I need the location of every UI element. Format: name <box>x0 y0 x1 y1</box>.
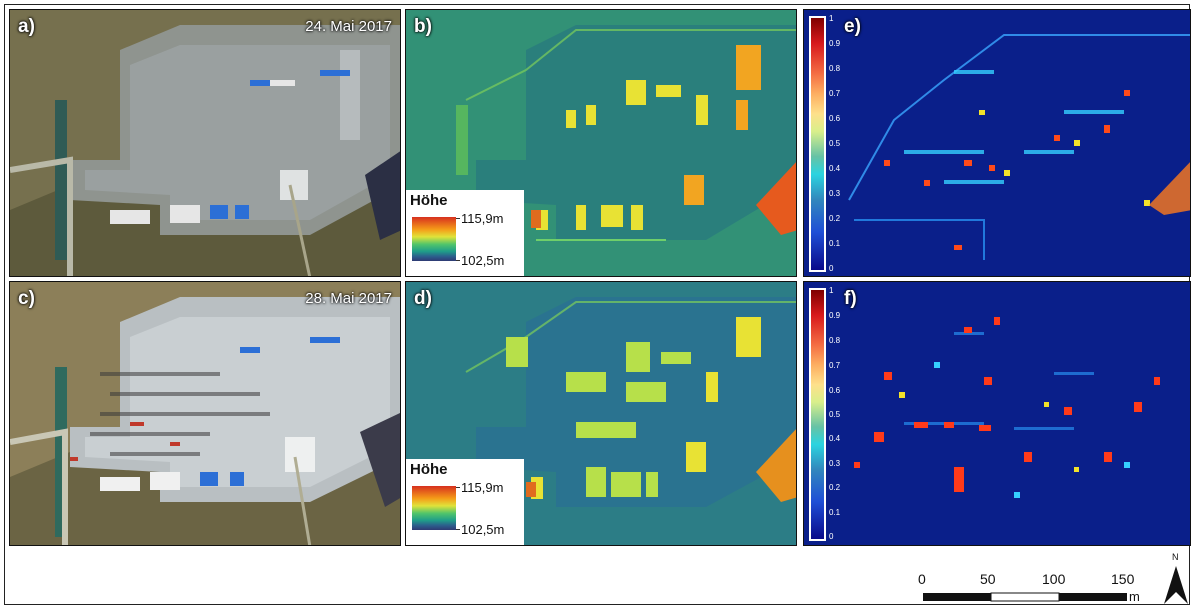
north-label: N <box>1172 552 1179 562</box>
colorbar-tick: 0.7 <box>829 361 841 370</box>
legend-tick <box>456 260 460 261</box>
colorbar-tick: 0.9 <box>829 39 841 48</box>
scale-bar: 0 50 100 150 m <box>918 571 1158 605</box>
panel-label: d) <box>414 288 432 309</box>
colorbar-tick: 0.8 <box>829 336 841 345</box>
scale-label: 150 <box>1111 571 1135 587</box>
probability-panel-e: e) 1 0.9 0.8 0.7 0.6 0.5 0.4 0.3 0.2 0.1… <box>803 9 1191 277</box>
legend-title: Höhe <box>410 461 448 478</box>
colorbar-tick: 0 <box>829 532 834 541</box>
legend-tick <box>456 218 460 219</box>
north-arrow: N <box>1163 552 1189 606</box>
legend-max: 115,9m <box>461 211 504 226</box>
scale-label: 0 <box>918 571 926 587</box>
probability-f-image <box>804 282 1190 545</box>
probability-panel-f: f) 1 0.9 0.8 0.7 0.6 0.5 0.4 0.3 0.2 0.1… <box>803 281 1191 546</box>
panel-label: b) <box>414 16 432 37</box>
north-arrow-icon <box>1164 566 1188 604</box>
colorbar-tick: 0.1 <box>829 508 841 517</box>
date-label: 24. Mai 2017 <box>305 18 392 35</box>
height-model-panel-b: b) Höhe 115,9m 102,5m <box>405 9 797 277</box>
probability-e-image <box>804 10 1190 276</box>
colorbar-tick: 1 <box>829 14 834 23</box>
scale-label: 50 <box>980 571 996 587</box>
colorbar-tick: 0.3 <box>829 459 841 468</box>
panel-label: a) <box>18 16 35 37</box>
colorbar-tick: 0.9 <box>829 311 841 320</box>
panel-label: e) <box>844 16 861 37</box>
orthophoto-c-image <box>10 282 400 545</box>
scale-bar-segments <box>923 592 1127 602</box>
panel-label: c) <box>18 288 35 309</box>
orthophoto-panel-a: a) 24. Mai 2017 <box>9 9 401 277</box>
height-model-panel-d: d) Höhe 115,9m 102,5m <box>405 281 797 546</box>
colorbar-tick: 0 <box>829 264 834 273</box>
height-legend: Höhe 115,9m 102,5m <box>406 459 524 545</box>
height-model-d-image <box>406 282 796 545</box>
colorbar-tick: 0.8 <box>829 64 841 73</box>
colorbar-tick: 1 <box>829 286 834 295</box>
scale-unit: m <box>1129 589 1140 604</box>
orthophoto-panel-c: c) 28. Mai 2017 <box>9 281 401 546</box>
date-label: 28. Mai 2017 <box>305 290 392 307</box>
colorbar-tick: 0.4 <box>829 164 841 173</box>
colorbar-gradient <box>811 290 824 539</box>
colorbar-tick: 0.2 <box>829 483 841 492</box>
probability-colorbar-e: 1 0.9 0.8 0.7 0.6 0.5 0.4 0.3 0.2 0.1 0 <box>809 14 840 273</box>
probability-colorbar-f: 1 0.9 0.8 0.7 0.6 0.5 0.4 0.3 0.2 0.1 0 <box>809 286 840 541</box>
colorbar-tick: 0.6 <box>829 386 841 395</box>
colorbar-gradient <box>811 18 824 270</box>
colorbar-tick: 0.2 <box>829 214 841 223</box>
colorbar-tick: 0.4 <box>829 434 841 443</box>
legend-tick <box>456 529 460 530</box>
height-color-ramp <box>412 486 456 530</box>
panel-label: f) <box>844 288 857 309</box>
colorbar-tick: 0.5 <box>829 139 841 148</box>
height-legend: Höhe 115,9m 102,5m <box>406 190 524 276</box>
orthophoto-a-image <box>10 10 400 276</box>
colorbar-tick: 0.3 <box>829 189 841 198</box>
legend-max: 115,9m <box>461 480 504 495</box>
legend-tick <box>456 487 460 488</box>
height-color-ramp <box>412 217 456 261</box>
colorbar-tick: 0.7 <box>829 89 841 98</box>
colorbar-tick: 0.6 <box>829 114 841 123</box>
legend-min: 102,5m <box>461 253 505 268</box>
scale-label: 100 <box>1042 571 1066 587</box>
legend-title: Höhe <box>410 192 448 209</box>
legend-min: 102,5m <box>461 522 505 537</box>
colorbar-tick: 0.5 <box>829 410 841 419</box>
colorbar-tick: 0.1 <box>829 239 841 248</box>
